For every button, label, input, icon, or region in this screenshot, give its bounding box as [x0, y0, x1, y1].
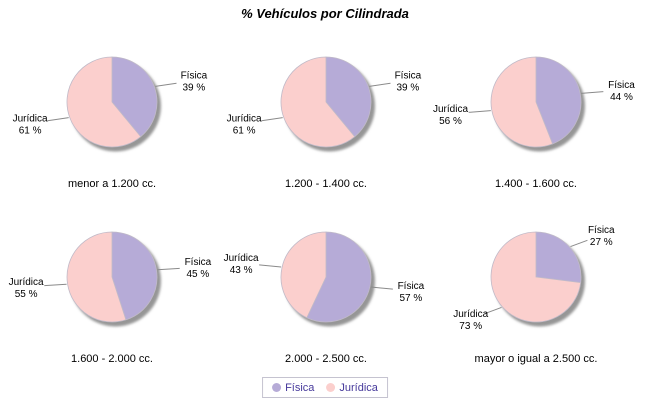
slice-label-name: Jurídica — [227, 113, 262, 124]
slice-leader-line — [581, 91, 604, 94]
legend-marker-juridica — [326, 383, 336, 392]
legend: Física Jurídica — [262, 377, 388, 398]
slice-label-name: Física — [395, 71, 422, 82]
slice-label-name: Física — [588, 225, 615, 236]
slice-label-value: 45 % — [187, 269, 210, 280]
pie-category-label: 1.200 - 1.400 cc. — [285, 178, 367, 190]
pie-category-label: 2.000 - 2.500 cc. — [285, 353, 367, 365]
legend-marker-fisica — [272, 383, 282, 392]
pie-slice-fisica — [111, 231, 158, 321]
legend-label-juridica: Jurídica — [339, 381, 378, 394]
slice-label-value: 39 % — [183, 83, 206, 94]
pie-category-label: menor a 1.200 cc. — [68, 178, 156, 190]
slice-leader-line — [370, 286, 393, 290]
slice-label-value: 39 % — [397, 83, 420, 94]
slice-label-name: Física — [608, 80, 635, 91]
slice-label-name: Física — [185, 257, 212, 268]
legend-item-fisica: Física — [272, 382, 314, 394]
pie-slice-fisica — [535, 56, 582, 145]
slice-leader-line — [484, 306, 502, 315]
slice-label-value: 73 % — [459, 321, 482, 332]
slice-leader-line — [47, 117, 69, 122]
slice-leader-line — [44, 283, 67, 287]
pie-slice-fisica — [535, 231, 582, 284]
slice-label-value: 61 % — [233, 125, 256, 136]
pie-category-label: mayor o igual a 2.500 cc. — [475, 353, 598, 365]
slice-leader-line — [261, 117, 283, 122]
slice-label-value: 56 % — [439, 116, 462, 127]
slice-label-name: Jurídica — [453, 309, 488, 320]
slice-label-name: Física — [398, 281, 425, 292]
pie-category-label: 1.400 - 1.600 cc. — [495, 178, 577, 190]
slice-leader-line — [259, 264, 282, 268]
pie-slice-juridica — [490, 56, 554, 148]
legend-label-fisica: Física — [285, 381, 315, 394]
slice-label-value: 61 % — [19, 125, 42, 136]
slice-leader-line — [369, 82, 391, 87]
slice-label-value: 44 % — [610, 92, 633, 103]
pie-slice-fisica — [306, 231, 372, 323]
pie-slice-juridica — [66, 231, 127, 323]
slice-leader-line — [157, 267, 180, 271]
slice-label-value: 55 % — [15, 289, 38, 300]
slice-leader-line — [570, 239, 588, 248]
pie-slice-juridica — [280, 56, 356, 148]
pie-slice-juridica — [280, 231, 327, 319]
slice-label-value: 57 % — [400, 293, 423, 304]
slice-label-name: Jurídica — [9, 277, 44, 288]
slice-leader-line — [155, 82, 177, 87]
pie-slice-juridica — [66, 56, 142, 148]
slice-label-name: Jurídica — [433, 104, 468, 115]
slice-label-value: 43 % — [230, 265, 253, 276]
slice-label-name: Física — [181, 71, 208, 82]
pie-slice-fisica — [111, 56, 158, 138]
slice-leader-line — [468, 110, 491, 113]
pie-slice-fisica — [325, 56, 372, 138]
slice-label-value: 27 % — [590, 237, 613, 248]
pie-slice-juridica — [490, 231, 582, 323]
legend-item-juridica: Jurídica — [326, 382, 378, 394]
slice-label-name: Jurídica — [224, 253, 259, 264]
pie-category-label: 1.600 - 2.000 cc. — [71, 353, 153, 365]
chart-title: % Vehículos por Cilindrada — [241, 6, 409, 21]
slice-label-name: Jurídica — [13, 113, 48, 124]
